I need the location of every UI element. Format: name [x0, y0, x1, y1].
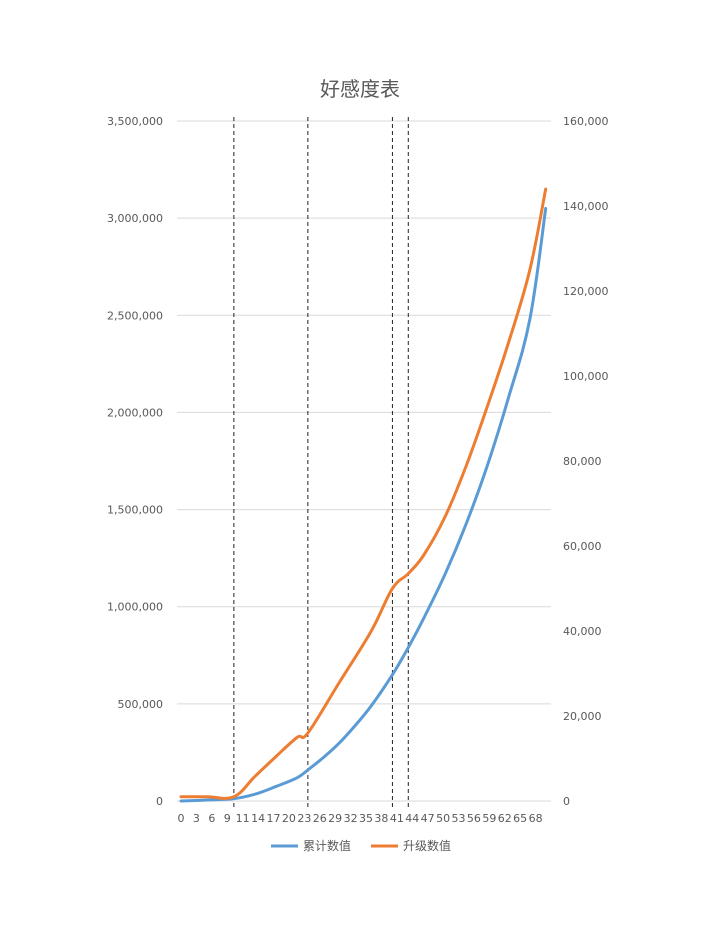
x-tick-label: 3: [193, 812, 200, 825]
x-tick-label: 53: [452, 812, 466, 825]
x-tick-label: 65: [513, 812, 527, 825]
y-axis-right: 0 20,000 40,000 60,000 80,000 100,000 120,000 1…: [563, 115, 609, 808]
y-right-tick-label: 60,000: [563, 540, 602, 553]
x-tick-label: 20: [282, 812, 296, 825]
y-right-tick-label: 100,000: [563, 370, 609, 383]
legend-label-2: 升级数值: [403, 838, 451, 853]
x-tick-label: 9: [224, 812, 231, 825]
y-axis-left: 0 500,000 1,000,000 1,500,000 2,000,000 2,500…: [107, 115, 163, 808]
x-axis: 0 3 6 9 11 14 17 20 23 26 29 32 35 38 41 44 47 50 53 56 59 62…: [178, 812, 543, 825]
y-left-tick-label: 3,000,000: [107, 212, 163, 225]
x-tick-label: 35: [359, 812, 373, 825]
legend-label-1: 累计数值: [303, 838, 351, 853]
gridlines: [177, 120, 551, 802]
vertical-markers: [233, 117, 409, 807]
x-tick-label: 0: [178, 812, 185, 825]
chart-title: 好感度表: [320, 77, 400, 101]
y-left-tick-label: 3,500,000: [107, 115, 163, 128]
y-right-tick-label: 140,000: [563, 200, 609, 213]
y-left-tick-label: 1,500,000: [107, 504, 163, 517]
x-tick-label: 68: [529, 812, 543, 825]
legend: 累计数值 升级数值: [271, 838, 451, 853]
series-line-1: [179, 206, 548, 803]
y-left-tick-label: 500,000: [118, 698, 164, 711]
x-tick-label: 50: [436, 812, 450, 825]
x-tick-label: 32: [344, 812, 358, 825]
y-right-tick-label: 80,000: [563, 455, 602, 468]
x-tick-label: 29: [328, 812, 342, 825]
x-tick-label: 44: [405, 812, 419, 825]
y-right-tick-label: 40,000: [563, 625, 602, 638]
x-tick-label: 11: [236, 812, 250, 825]
y-right-tick-label: 160,000: [563, 115, 609, 128]
x-tick-label: 59: [482, 812, 496, 825]
x-tick-label: 38: [374, 812, 388, 825]
x-tick-label: 41: [390, 812, 404, 825]
x-tick-label: 62: [498, 812, 512, 825]
x-tick-label: 23: [297, 812, 311, 825]
x-tick-label: 56: [467, 812, 481, 825]
y-left-tick-label: 1,000,000: [107, 601, 163, 614]
x-tick-label: 17: [267, 812, 281, 825]
y-left-tick-label: 2,500,000: [107, 309, 163, 322]
y-left-tick-label: 2,000,000: [107, 406, 163, 419]
x-tick-label: 6: [208, 812, 215, 825]
x-tick-label: 14: [251, 812, 265, 825]
y-right-tick-label: 0: [563, 795, 570, 808]
series-line-2: [179, 187, 548, 800]
y-right-tick-label: 20,000: [563, 710, 602, 723]
series-lines: [179, 187, 548, 803]
y-right-tick-label: 120,000: [563, 285, 609, 298]
x-tick-label: 26: [313, 812, 327, 825]
y-left-tick-label: 0: [156, 795, 163, 808]
x-tick-label: 47: [421, 812, 435, 825]
